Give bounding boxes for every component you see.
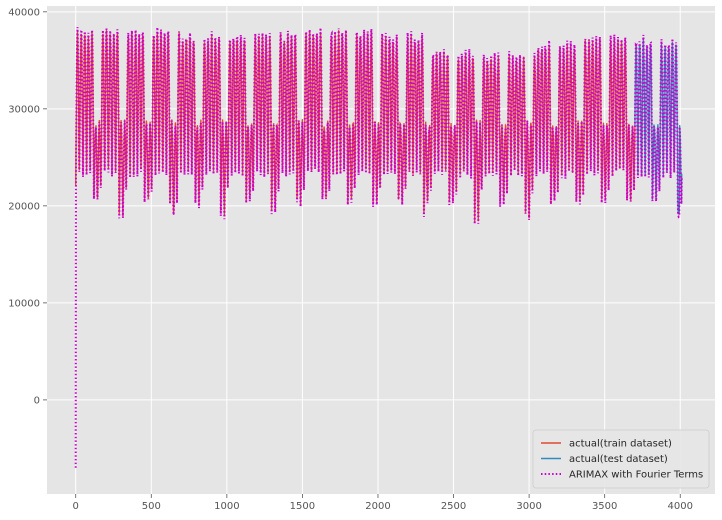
x-tick-label: 3500: [592, 501, 617, 512]
y-tick-label: 20000: [8, 201, 40, 212]
legend-box: [532, 429, 710, 489]
legend: actual(train dataset) actual(test dataset…: [532, 429, 710, 489]
x-tick-label: 4000: [668, 501, 693, 512]
axis-layer: 0 500 1000 1500 2000 2500 3000 3500 400001000020…: [8, 7, 693, 512]
grid: [47, 6, 715, 494]
y-tick-label: 0: [34, 395, 40, 406]
legend-label: actual(train dataset): [569, 439, 672, 450]
legend-label: ARIMAX with Fourier Terms: [569, 470, 703, 481]
series-layer: [74, 27, 683, 468]
x-tick-label: 1000: [214, 501, 239, 512]
x-tick-label: 1500: [290, 501, 315, 512]
x-tick-label: 500: [142, 501, 161, 512]
x-tick-label: 3000: [516, 501, 541, 512]
x-tick-label: 2000: [365, 501, 390, 512]
y-tick-label: 10000: [8, 298, 40, 309]
x-tick-label: 2500: [441, 501, 466, 512]
y-tick-label: 40000: [8, 7, 40, 18]
legend-label: actual(test dataset): [569, 454, 668, 465]
x-tick-label: 0: [73, 501, 79, 512]
y-tick-label: 30000: [8, 104, 40, 115]
